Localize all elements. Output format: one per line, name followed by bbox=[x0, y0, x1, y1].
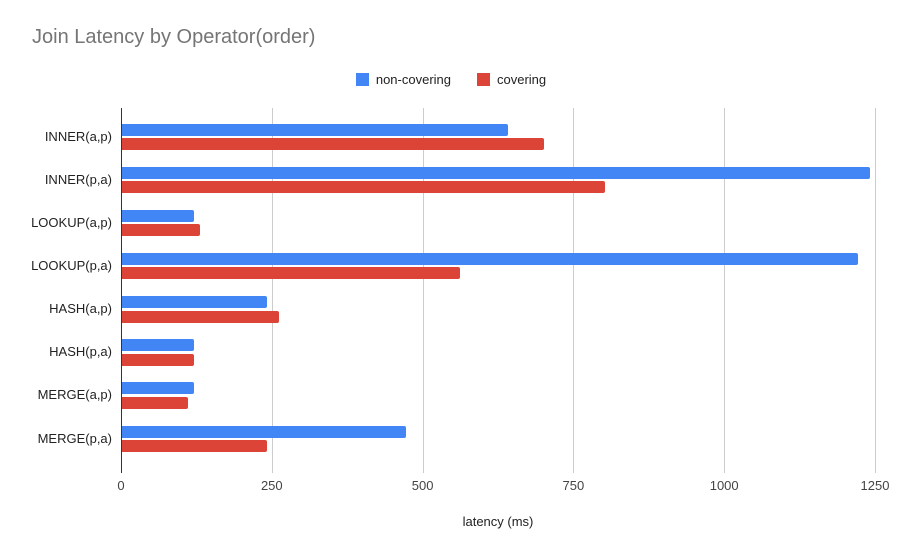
bar-covering bbox=[122, 181, 605, 194]
bar-non-covering bbox=[122, 425, 406, 438]
legend-item-non-covering: non-covering bbox=[355, 72, 451, 87]
x-tick-label: 250 bbox=[260, 478, 283, 493]
x-tick-label: 500 bbox=[411, 478, 434, 493]
bar-covering bbox=[122, 138, 545, 150]
x-tick-label: 1000 bbox=[709, 478, 739, 493]
chart-title: Join Latency by Operator(order) bbox=[32, 26, 316, 48]
gridline bbox=[422, 108, 424, 473]
category-label: HASH(a,p) bbox=[49, 301, 112, 317]
bar-non-covering bbox=[122, 382, 195, 395]
gridline bbox=[724, 108, 726, 473]
category-label: INNER(a,p) bbox=[44, 128, 112, 144]
bar-non-covering bbox=[122, 123, 509, 136]
bar-covering bbox=[122, 224, 201, 237]
gridline bbox=[573, 108, 575, 473]
bar-covering bbox=[122, 310, 279, 323]
category-label: MERGE(a,p) bbox=[37, 387, 112, 403]
legend-label: non-covering bbox=[375, 72, 451, 87]
legend-item-covering: covering bbox=[477, 72, 546, 87]
category-label: INNER(p,a) bbox=[44, 171, 112, 187]
category-label: MERGE(p,a) bbox=[37, 430, 112, 446]
legend-swatch-icon bbox=[355, 73, 369, 86]
bar-covering bbox=[122, 353, 195, 366]
gridline bbox=[271, 108, 273, 473]
category-label: LOOKUP(a,p) bbox=[31, 214, 112, 230]
x-axis-title: latency (ms) bbox=[462, 514, 534, 529]
x-tick-label: 0 bbox=[117, 478, 125, 493]
legend-swatch-icon bbox=[477, 73, 490, 86]
bar-covering bbox=[122, 267, 460, 280]
bar-non-covering bbox=[122, 339, 195, 352]
bar-covering bbox=[122, 440, 267, 453]
bar-non-covering bbox=[122, 209, 195, 222]
chart-legend: non-covering covering bbox=[0, 72, 902, 87]
bar-covering bbox=[122, 396, 189, 409]
x-tick-label: 1250 bbox=[860, 478, 890, 493]
x-tick-label: 750 bbox=[562, 478, 585, 493]
category-label: HASH(p,a) bbox=[49, 344, 112, 360]
category-label: LOOKUP(p,a) bbox=[31, 257, 112, 273]
bar-non-covering bbox=[122, 296, 267, 309]
y-axis-line bbox=[121, 108, 122, 473]
plot-area bbox=[121, 108, 876, 473]
legend-label: covering bbox=[497, 72, 547, 87]
bar-non-covering bbox=[122, 252, 858, 265]
gridline bbox=[875, 108, 876, 473]
bar-non-covering bbox=[122, 166, 870, 179]
